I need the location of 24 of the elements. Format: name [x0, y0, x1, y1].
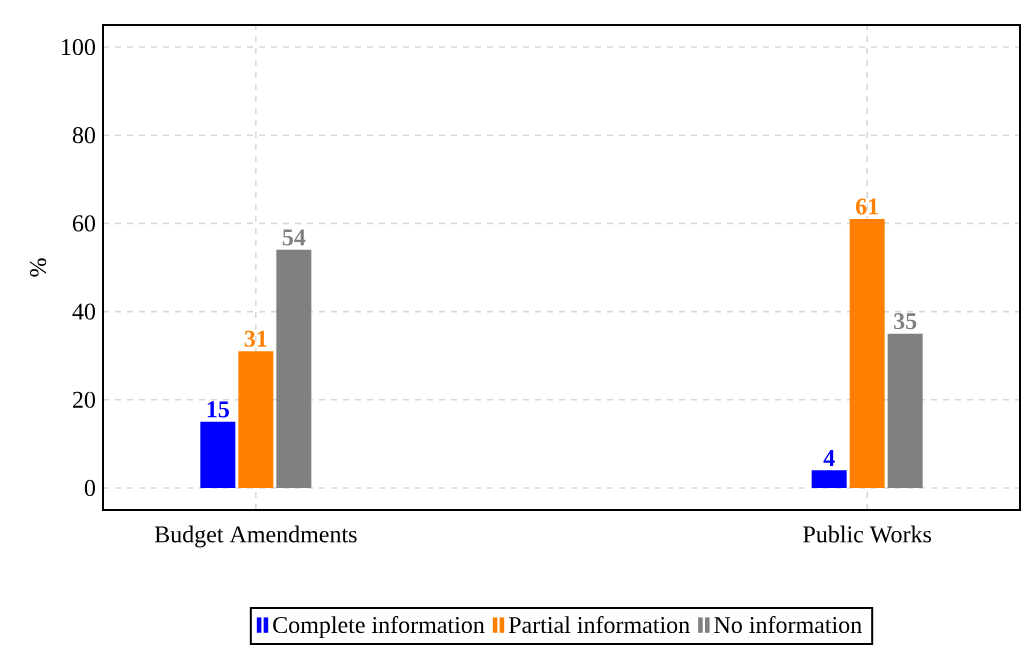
y-tick-label: 20 — [73, 391, 96, 408]
bar — [849, 218, 885, 488]
bar — [238, 351, 274, 488]
y-tick-label: 0 — [84, 479, 96, 497]
y-tick-label: 60 — [72, 215, 96, 232]
legend-label: Partial information — [508, 615, 690, 634]
data-label: 54 — [282, 229, 306, 246]
bar — [811, 470, 847, 488]
data-label: 15 — [207, 401, 229, 418]
legend-label: No information — [714, 615, 862, 634]
bar — [200, 421, 236, 488]
data-label: 31 — [244, 330, 267, 347]
x-tick-label: Public Works — [803, 525, 932, 543]
y-tick-label: 100 — [62, 38, 96, 56]
legend-label: Complete information — [273, 615, 485, 639]
bar — [887, 333, 923, 488]
x-tick-label: Budget Amendments — [154, 525, 357, 548]
data-label: 61 — [855, 198, 878, 215]
data-label: 4 — [823, 450, 835, 466]
y-tick-label: 80 — [72, 127, 96, 144]
y-tick-label: 40 — [72, 303, 96, 320]
y-axis-title: % — [29, 258, 47, 277]
data-label: 35 — [894, 313, 917, 330]
bar — [276, 249, 312, 488]
